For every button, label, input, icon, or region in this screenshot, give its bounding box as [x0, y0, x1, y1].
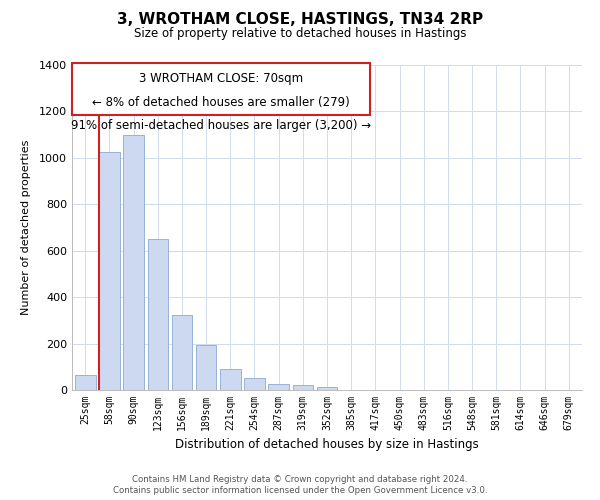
Y-axis label: Number of detached properties: Number of detached properties	[20, 140, 31, 315]
Text: Size of property relative to detached houses in Hastings: Size of property relative to detached ho…	[134, 28, 466, 40]
Bar	[124, 134, 144, 390]
Bar	[99, 152, 120, 390]
Bar	[75, 375, 95, 390]
X-axis label: Distribution of detached houses by size in Hastings: Distribution of detached houses by size …	[175, 438, 479, 452]
Bar	[148, 239, 168, 390]
Text: ← 8% of detached houses are smaller (279): ← 8% of detached houses are smaller (279…	[92, 96, 350, 109]
FancyBboxPatch shape	[72, 64, 370, 116]
Text: 3 WROTHAM CLOSE: 70sqm: 3 WROTHAM CLOSE: 70sqm	[139, 72, 303, 85]
Bar	[293, 386, 313, 390]
Text: 91% of semi-detached houses are larger (3,200) →: 91% of semi-detached houses are larger (…	[71, 118, 371, 132]
Bar	[268, 384, 289, 390]
Bar	[317, 386, 337, 390]
Bar	[220, 369, 241, 390]
Bar	[196, 344, 217, 390]
Bar	[172, 314, 192, 390]
Text: Contains public sector information licensed under the Open Government Licence v3: Contains public sector information licen…	[113, 486, 487, 495]
Text: Contains HM Land Registry data © Crown copyright and database right 2024.: Contains HM Land Registry data © Crown c…	[132, 475, 468, 484]
Bar	[244, 378, 265, 390]
Text: 3, WROTHAM CLOSE, HASTINGS, TN34 2RP: 3, WROTHAM CLOSE, HASTINGS, TN34 2RP	[117, 12, 483, 28]
